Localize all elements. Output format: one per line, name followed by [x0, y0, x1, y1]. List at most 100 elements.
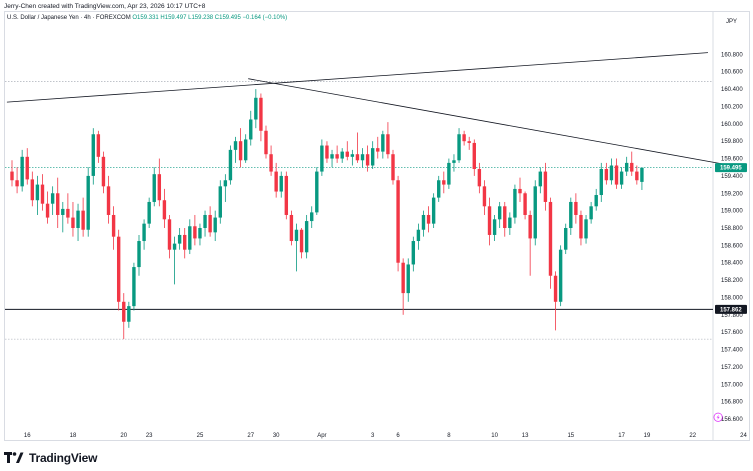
x-tick-label: 16	[24, 433, 31, 439]
candle-body	[553, 275, 558, 302]
candle-body	[40, 184, 45, 204]
candle-body	[198, 228, 202, 239]
ohlc-readout: O159.331 H159.497 L159.238 C159.495 −0.1…	[132, 15, 288, 21]
candle-body	[208, 214, 212, 233]
candle-body	[116, 236, 121, 302]
candle-body	[315, 171, 319, 213]
candle-body	[391, 154, 395, 181]
candle-body	[218, 186, 222, 218]
candle-body	[579, 214, 583, 239]
y-tick-label: 157.800	[721, 313, 743, 319]
x-tick-label: 30	[273, 433, 280, 439]
symbol-legend: U.S. Dollar / Japanese Yen · 4h · FOREXC…	[7, 15, 287, 21]
candle-body	[56, 193, 60, 215]
y-tick-label: 158.000	[721, 295, 743, 301]
candle-body	[447, 162, 451, 185]
candle-body	[35, 184, 40, 201]
candle-body	[365, 154, 370, 166]
candle-body	[538, 171, 543, 187]
candle-body	[462, 134, 466, 142]
candle-body	[20, 156, 24, 187]
candle-body	[310, 212, 314, 222]
candle-body	[162, 200, 167, 220]
candle-body	[467, 141, 471, 143]
candle-body	[640, 167, 644, 182]
candle-body	[604, 168, 609, 181]
candle-body	[259, 97, 263, 131]
candle-body	[294, 229, 299, 242]
x-tick-label: 20	[120, 433, 127, 439]
y-tick-label: 159.600	[721, 157, 743, 163]
y-tick-label: 157.400	[721, 348, 743, 354]
y-tick-label: 160.400	[721, 87, 743, 93]
y-tick-label: 159.200	[721, 191, 743, 197]
candle-body	[264, 130, 268, 155]
y-tick-label: 160.800	[721, 52, 743, 58]
candle-body	[508, 217, 512, 228]
candle-body	[609, 165, 614, 181]
candle-body	[589, 206, 593, 220]
candle-body	[299, 229, 304, 253]
candle-body	[111, 214, 116, 237]
symbol-name: U.S. Dollar / Japanese Yen · 4h · FOREXC…	[7, 15, 131, 21]
y-tick-label: 160.000	[721, 122, 743, 128]
y-tick-label: 156.600	[721, 417, 743, 423]
candle-body	[523, 193, 527, 215]
candle-body	[86, 175, 90, 230]
candle-body	[533, 186, 537, 239]
candle-body	[564, 228, 568, 250]
candle-body	[228, 149, 233, 181]
candle-body	[91, 134, 95, 176]
candle-body	[355, 154, 360, 161]
candle-body	[213, 217, 217, 233]
candle-body	[437, 180, 441, 198]
candle-body	[172, 243, 177, 250]
candle-body	[193, 226, 197, 239]
candle-body	[188, 226, 192, 250]
x-tick-label: 27	[247, 433, 254, 439]
x-tick-label: 19	[644, 433, 651, 439]
candle-body	[513, 188, 517, 218]
candle-body	[497, 206, 502, 220]
candle-body	[289, 214, 294, 242]
x-tick-label: 15	[567, 433, 574, 439]
candle-body	[177, 234, 182, 244]
candle-body	[350, 154, 355, 157]
x-tick-label: 23	[146, 433, 153, 439]
candle-body	[45, 203, 50, 218]
candle-body	[599, 168, 603, 196]
candle-body	[442, 180, 446, 185]
y-tick-label: 156.800	[721, 400, 743, 406]
candle-body	[325, 145, 329, 159]
candle-body	[254, 97, 258, 120]
y-tick-label: 159.000	[721, 209, 743, 215]
y-tick-label: 159.400	[721, 174, 743, 180]
candle-body	[330, 154, 334, 159]
candle-body	[401, 262, 405, 294]
y-tick-label: 157.000	[721, 382, 743, 388]
candle-body	[345, 151, 349, 157]
candle-body	[411, 241, 416, 265]
tradingview-brand: TradingView	[29, 451, 98, 465]
candle-body	[396, 180, 400, 263]
candle-body	[15, 180, 19, 187]
y-tick-label: 158.200	[721, 278, 743, 284]
candle-body	[101, 156, 106, 187]
candle-body	[238, 141, 243, 161]
candle-body	[233, 141, 238, 150]
candle-body	[249, 119, 253, 140]
support-price-value: 157.862	[720, 307, 742, 313]
chart-credit: Jerry-Chen created with TradingView.com,…	[4, 3, 206, 10]
candle-body	[503, 206, 507, 228]
candle-body	[122, 301, 126, 322]
trendline	[6, 52, 708, 103]
candle-body	[127, 306, 131, 322]
candle-body	[71, 217, 75, 228]
candle-body	[360, 154, 365, 161]
y-tick-label: 160.600	[721, 70, 743, 76]
y-tick-label: 159.800	[721, 139, 743, 145]
candle-body	[492, 219, 497, 235]
candle-body	[584, 219, 588, 239]
x-tick-label: 22	[689, 433, 696, 439]
